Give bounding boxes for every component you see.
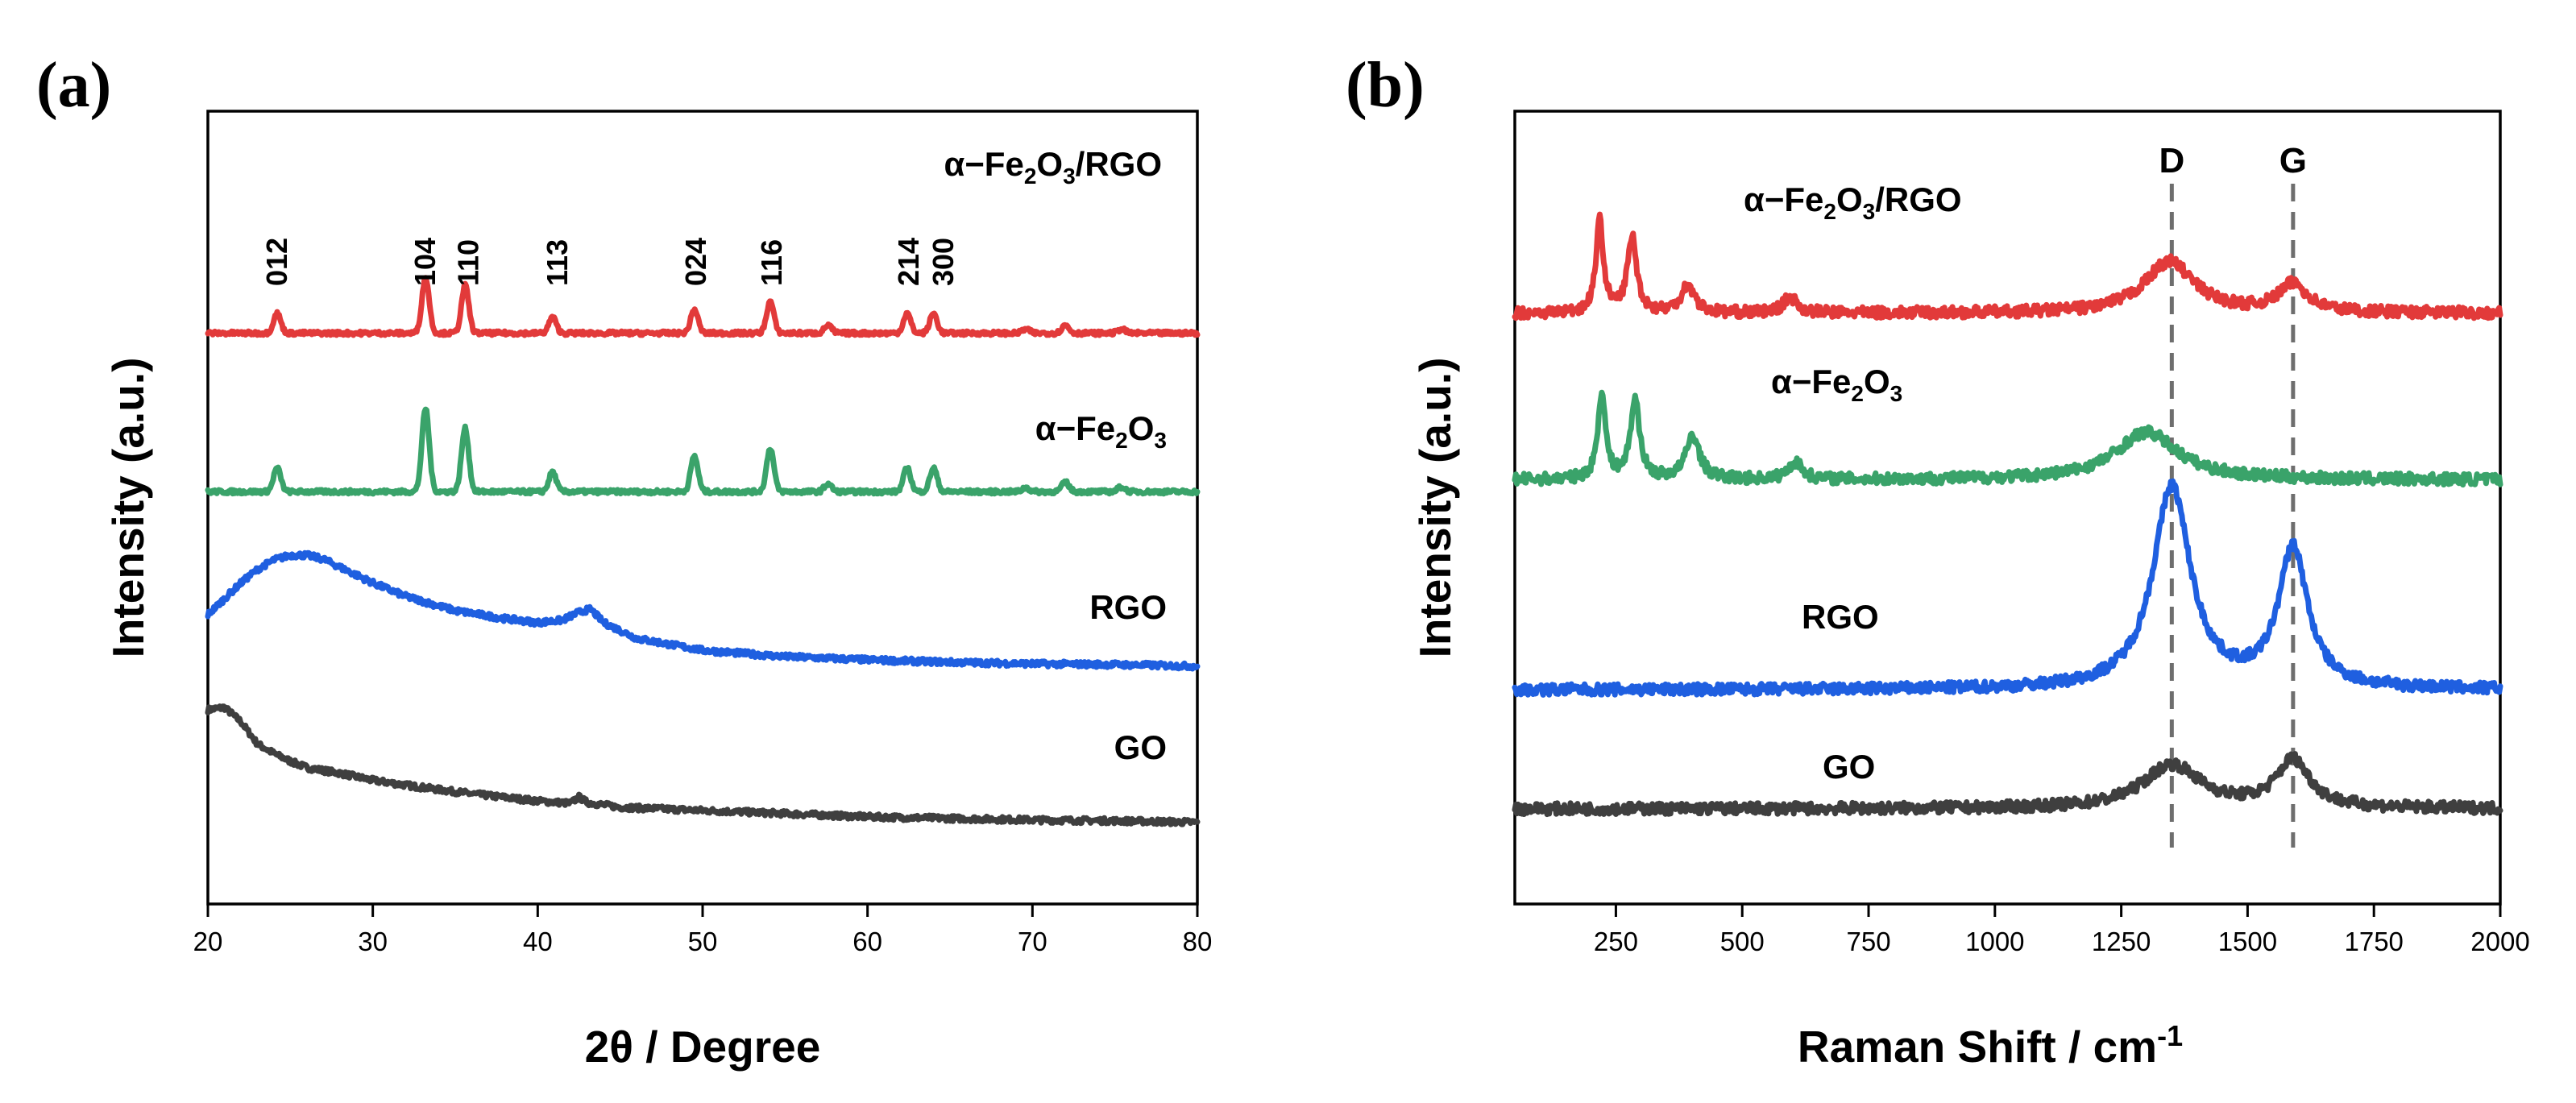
label-sub: 3 <box>1154 428 1167 453</box>
panel-b-label-go: GO <box>1823 748 1875 786</box>
panel-b-series-fe2o3_rgo <box>1512 211 2503 321</box>
panel-b-x-ticks: 250 500 750 1000 1250 1500 1750 2000 <box>1594 904 2530 956</box>
panel-b-curves <box>1512 211 2503 818</box>
panel-a-label-rgo: RGO <box>1089 588 1167 626</box>
x-title-sup: -1 <box>2157 1019 2183 1052</box>
panel-a-series-fe2o3_rgo <box>205 275 1201 338</box>
label-sub: 3 <box>1863 199 1876 224</box>
panel-a-x-ticks: 20 30 40 50 60 70 80 <box>193 904 1213 956</box>
label-part: O <box>1036 145 1063 183</box>
panel-a-x-tick-label: 50 <box>688 927 718 956</box>
panel-a-series-rgo <box>205 549 1201 672</box>
label-part: O <box>1128 409 1155 447</box>
panel-b-x-tick-label: 2000 <box>2470 927 2529 956</box>
panel-a-label-fe2o3: α−Fe2O3 <box>1035 409 1167 453</box>
panel-b-frame <box>1513 110 2502 906</box>
panel-b-x-tick-label: 250 <box>1594 927 1638 956</box>
panel-a-series-fe2o3 <box>205 406 1201 497</box>
label-part: O <box>1836 180 1863 218</box>
panel-b-label-fe2o3: α−Fe2O3 <box>1771 363 1902 406</box>
panel-b-series-go <box>1512 751 2503 818</box>
label-sub: 2 <box>1823 199 1836 224</box>
label-sub: 2 <box>1115 428 1128 453</box>
panel-b-x-tick-label: 1500 <box>2218 927 2277 956</box>
panel-b-x-axis-title: Raman Shift / cm-1 <box>1798 1019 2183 1072</box>
panel-a-label: (a) <box>36 50 111 121</box>
panel-a-series-go <box>205 703 1201 827</box>
peak-index-label: 113 <box>541 239 574 286</box>
label-part: α−Fe <box>1035 409 1115 447</box>
peak-index-label: 214 <box>892 238 925 286</box>
x-title-main: Raman Shift / cm <box>1798 1022 2157 1072</box>
panel-b-series-fe2o3 <box>1512 389 2503 488</box>
panel-a-peak-annotations: 012 104 110 113 024 116 214 300 <box>260 238 960 286</box>
panel-a-frame <box>206 110 1199 906</box>
panel-b-label-rgo: RGO <box>1802 598 1879 636</box>
panel-a-label-fe2o3-rgo: α−Fe2O3/RGO <box>944 145 1162 189</box>
panel-b-x-tick-label: 500 <box>1720 927 1765 956</box>
label-part: α−Fe <box>1771 363 1851 400</box>
panel-a-label-go: GO <box>1114 728 1167 766</box>
panel-a-y-axis-title: Intensity (a.u.) <box>103 358 153 658</box>
panel-a-x-tick-label: 80 <box>1183 927 1213 956</box>
panel-a-curves <box>205 275 1201 827</box>
label-sub: 3 <box>1063 164 1076 189</box>
panel-a-x-tick-label: 70 <box>1018 927 1047 956</box>
panel-b-x-tick-label: 1000 <box>1965 927 2024 956</box>
peak-index-label: 116 <box>755 239 788 286</box>
label-sub: 2 <box>1024 164 1037 189</box>
panel-b-label: (b) <box>1346 50 1425 121</box>
label-part: /RGO <box>1875 180 1961 218</box>
panel-b-y-axis-title: Intensity (a.u.) <box>1410 358 1460 658</box>
panel-a-x-tick-label: 20 <box>193 927 223 956</box>
panel-a-x-tick-label: 60 <box>852 927 882 956</box>
label-part: α−Fe <box>944 145 1023 183</box>
panel-b-label-fe2o3-rgo: α−Fe2O3/RGO <box>1744 180 1962 224</box>
label-sub: 2 <box>1851 381 1864 406</box>
panel-a-xrd: (a) 20 30 40 50 60 70 80 012 104 110 113 024 116 214… <box>36 50 1212 1072</box>
panel-a-x-tick-label: 40 <box>523 927 553 956</box>
label-part: α−Fe <box>1744 180 1823 218</box>
panel-b-series-rgo <box>1512 478 2503 698</box>
panel-a-x-axis-title: 2θ / Degree <box>585 1022 821 1072</box>
label-part: O <box>1864 363 1890 400</box>
label-part: /RGO <box>1076 145 1162 183</box>
band-label-g: G <box>2279 141 2307 180</box>
peak-index-label: 012 <box>260 238 293 286</box>
panel-a-x-tick-label: 30 <box>358 927 388 956</box>
peak-index-label: 300 <box>927 238 960 286</box>
panel-b-x-tick-label: 1750 <box>2344 927 2403 956</box>
peak-index-label: 110 <box>451 239 484 286</box>
band-label-d: D <box>2159 141 2184 180</box>
peak-index-label: 024 <box>679 238 712 286</box>
panel-b-x-tick-label: 1250 <box>2092 927 2151 956</box>
peak-index-label: 104 <box>409 238 442 286</box>
panel-b-x-tick-label: 750 <box>1846 927 1890 956</box>
label-sub: 3 <box>1890 381 1903 406</box>
